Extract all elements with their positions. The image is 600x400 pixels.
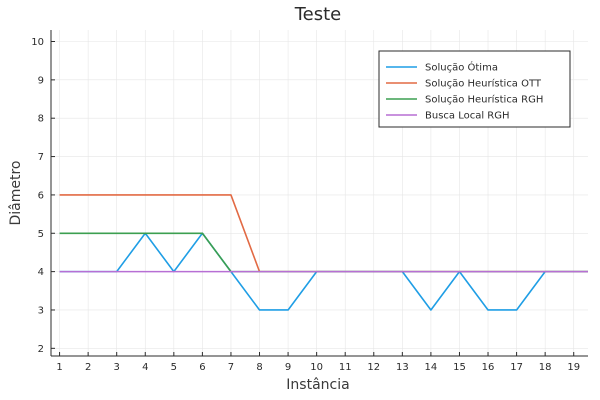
series-line-3 [59, 232, 588, 273]
y-tick-labels: 2 3 4 5 6 7 8 9 10 [31, 37, 44, 355]
legend-label: Solução Heurística RGH [425, 94, 543, 106]
y-tick-label: 5 [38, 229, 44, 240]
x-tick-label: 11 [339, 362, 352, 373]
chart-title: Teste [294, 4, 342, 25]
x-tick-label: 8 [256, 362, 262, 373]
y-axis-label: Diâmetro [8, 160, 24, 225]
legend-label: Solução Heurística OTT [425, 78, 542, 90]
x-tick-label: 3 [114, 362, 120, 373]
x-tick-label: 6 [199, 362, 205, 373]
x-axis-label: Instância [286, 377, 349, 393]
x-tick-label: 1 [56, 362, 62, 373]
x-tick-label: 7 [228, 362, 234, 373]
x-tick-label: 15 [453, 362, 466, 373]
x-tick-label: 2 [85, 362, 91, 373]
x-tick-label: 10 [310, 362, 323, 373]
y-tick-label: 8 [38, 114, 44, 125]
axes [50, 30, 588, 357]
y-tick-label: 2 [38, 344, 44, 355]
y-tick-label: 6 [38, 190, 44, 201]
x-tick-label: 14 [425, 362, 438, 373]
x-tick-label: 4 [142, 362, 148, 373]
legend: Solução Ótima Solução Heurística OTT Soluç… [378, 50, 571, 128]
legend-label: Solução Ótima [425, 61, 498, 74]
x-tick-label: 18 [539, 362, 552, 373]
x-tick-label: 5 [171, 362, 177, 373]
x-tick-label: 9 [285, 362, 291, 373]
x-tick-label: 16 [482, 362, 495, 373]
y-tick-label: 9 [38, 75, 44, 86]
x-tick-label: 13 [396, 362, 409, 373]
y-tick-label: 3 [38, 305, 44, 316]
series-lines [59, 194, 588, 311]
x-tick-labels: 1 2 3 4 5 6 7 8 9 10 11 12 13 14 15 16 17 18 19 [56, 362, 580, 373]
x-tick-label: 12 [367, 362, 380, 373]
y-tick-label: 4 [38, 267, 44, 278]
legend-items: Solução Ótima Solução Heurística OTT Soluç… [386, 61, 543, 122]
x-tick-label: 19 [567, 362, 580, 373]
legend-label: Busca Local RGH [425, 111, 510, 122]
y-tick-label: 10 [31, 37, 44, 48]
x-tick-label: 17 [510, 362, 523, 373]
y-tick-label: 7 [38, 152, 44, 163]
